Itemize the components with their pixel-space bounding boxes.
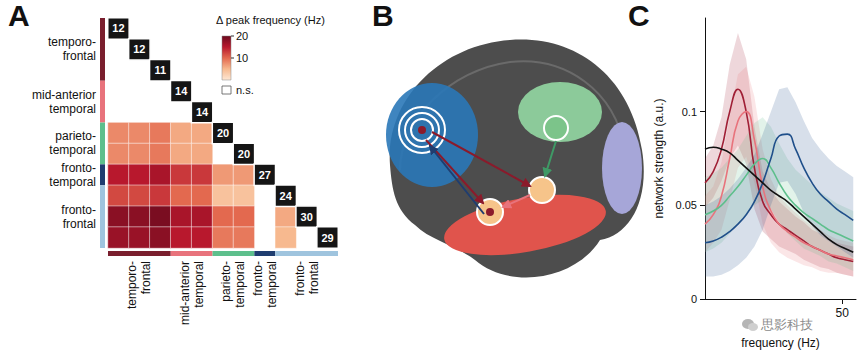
svg-text:parieto-: parieto- [219,261,233,302]
svg-text:0.1: 0.1 [682,106,697,118]
svg-text:fronto-: fronto- [61,203,96,217]
svg-text:20: 20 [217,127,229,139]
svg-text:network strength (a.u.): network strength (a.u.) [652,98,666,218]
svg-text:24: 24 [280,190,293,202]
svg-text:fronto-: fronto- [293,261,307,296]
svg-text:frontal: frontal [307,261,321,294]
svg-text:30: 30 [301,211,313,223]
svg-text:12: 12 [133,43,145,55]
svg-text:frontal: frontal [63,217,96,231]
svg-text:temporal: temporal [49,175,96,189]
svg-text:fronto-: fronto- [251,261,265,296]
svg-text:0.05: 0.05 [676,199,697,211]
svg-text:14: 14 [196,106,209,118]
html-text:A: A [8,0,30,32]
svg-text:parieto-: parieto- [55,129,96,143]
svg-text:mid-anterior: mid-anterior [32,88,96,102]
svg-text:mid-anterior: mid-anterior [178,261,192,325]
svg-text:0: 0 [691,293,697,305]
svg-text:12: 12 [112,22,124,34]
svg-text:50: 50 [836,306,850,320]
svg-text:temporal: temporal [192,261,206,308]
svg-text:temporal: temporal [49,102,96,116]
svg-text:20: 20 [238,148,250,160]
svg-text:temporal: temporal [49,143,96,157]
svg-text:20: 20 [236,30,248,42]
html-text:C: C [628,0,650,32]
svg-text:temporo-: temporo- [48,35,96,49]
svg-text:29: 29 [321,232,333,244]
svg-text:27: 27 [259,169,271,181]
svg-text:frequency (Hz): frequency (Hz) [741,336,820,350]
svg-text:n.s.: n.s. [236,84,254,96]
svg-text:temporal: temporal [265,261,279,308]
svg-text:temporal: temporal [233,261,247,308]
svg-text:frontal: frontal [139,261,153,294]
svg-text:Δ peak frequency (Hz): Δ peak frequency (Hz) [216,14,325,26]
html-text:B: B [372,0,394,32]
svg-text:fronto-: fronto- [61,161,96,175]
svg-text:11: 11 [154,64,166,76]
svg-text:10: 10 [236,52,248,64]
svg-text:temporo-: temporo- [125,261,139,309]
html-text:思影科技: 思影科技 [761,317,813,332]
svg-text:14: 14 [175,85,188,97]
svg-text:frontal: frontal [63,49,96,63]
